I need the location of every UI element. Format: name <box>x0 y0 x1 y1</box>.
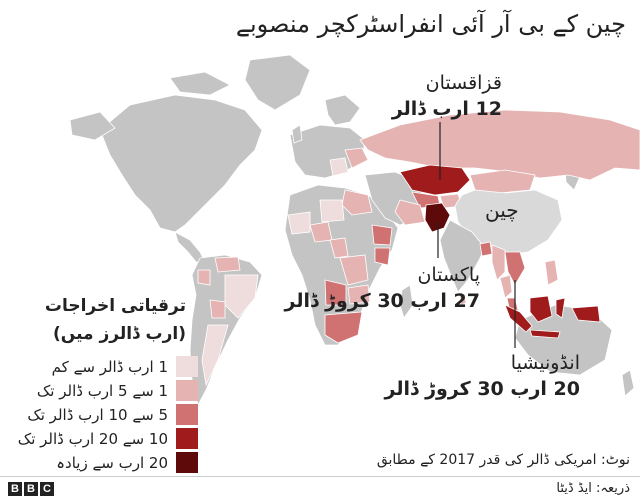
philippines <box>544 259 559 286</box>
map-title: چین کے بی آر آئی انفراسٹرکچر منصوبے <box>235 10 626 38</box>
indonesia-borneo <box>529 295 553 323</box>
legend-swatch <box>176 380 198 401</box>
legend-item-label: 10 سے 20 ارب ڈالر تک <box>17 430 168 448</box>
west-africa <box>287 211 311 235</box>
legend-item-label: 1 سے 5 ارب ڈالر تک <box>36 382 168 400</box>
drc <box>339 254 369 286</box>
laos-vietnam <box>504 251 526 286</box>
cameroon <box>329 237 349 259</box>
legend-item: 5 سے 10 ارب ڈالر تک <box>0 404 204 428</box>
angola <box>324 279 347 306</box>
indonesia-papua <box>571 305 601 323</box>
thailand <box>499 274 513 299</box>
indonesia-sulawesi <box>555 297 566 319</box>
east-europe-2 <box>329 157 349 177</box>
legend-swatch <box>176 452 198 473</box>
ethiopia <box>371 224 393 246</box>
sri-lanka <box>459 293 467 306</box>
east-europe-1 <box>344 147 369 169</box>
legend-title: ترقیاتی اخراجات (ارب ڈالرز میں) <box>44 296 186 344</box>
central-america <box>174 231 206 263</box>
venezuela <box>214 256 241 273</box>
china-label: چین <box>485 198 519 222</box>
brazil <box>224 274 259 319</box>
madagascar <box>399 284 414 319</box>
iran <box>394 199 426 226</box>
kazakhstan-label: قزاقستان 12 ارب ڈالر <box>392 70 502 122</box>
legend-item-label: 1 ارب ڈالر سے کم <box>51 358 168 376</box>
logo-letter: C <box>40 482 54 496</box>
footer-divider <box>0 476 640 477</box>
pakistan-name: پاکستان <box>417 264 480 286</box>
legend: 1 ارب ڈالر سے کم 1 سے 5 ارب ڈالر تک 5 سے… <box>0 356 204 476</box>
pakistan <box>424 202 451 233</box>
kazakhstan-name: قزاقستان <box>425 72 502 94</box>
legend-swatch <box>176 356 198 377</box>
north-america <box>99 94 263 233</box>
source-credit: ذریعہ: ایڈ ڈیٹا <box>556 481 630 496</box>
pakistan-label: پاکستان 27 ارب 30 کروڑ ڈالر <box>285 262 480 314</box>
scandinavia <box>324 94 361 126</box>
kazakhstan <box>399 164 471 196</box>
kenya <box>374 247 391 266</box>
africa-central <box>319 199 345 223</box>
new-zealand <box>621 369 635 397</box>
legend-item-label: 20 ارب سے زیادہ <box>56 454 168 472</box>
bbc-logo: B B C <box>8 482 54 496</box>
india <box>439 219 486 293</box>
logo-letter: B <box>8 482 22 496</box>
china <box>454 189 563 256</box>
myanmar <box>491 244 506 281</box>
indonesia-sumatra <box>504 304 533 333</box>
indonesia-name: انڈونیشیا <box>510 352 580 374</box>
argentina <box>201 324 229 387</box>
legend-item: 10 سے 20 ارب ڈالر تک <box>0 428 204 452</box>
alaska <box>69 111 116 141</box>
uk <box>291 124 303 144</box>
russia <box>359 109 640 181</box>
legend-swatch <box>176 428 198 449</box>
zambia <box>347 284 371 305</box>
greenland <box>244 54 311 111</box>
legend-item: 1 سے 5 ارب ڈالر تک <box>0 380 204 404</box>
arctic-islands <box>169 71 231 96</box>
indonesia-value: 20 ارب 30 کروڑ ڈالر <box>384 378 580 400</box>
kazakhstan-value: 12 ارب ڈالر <box>391 98 502 120</box>
mongolia <box>469 169 536 194</box>
legend-item: 20 ارب سے زیادہ <box>0 452 204 476</box>
indonesia-label: انڈونیشیا 20 ارب 30 کروڑ ڈالر <box>385 350 580 402</box>
indonesia-java <box>529 329 561 339</box>
bangladesh <box>479 241 493 257</box>
legend-item-label: 5 سے 10 ارب ڈالر تک <box>27 406 168 424</box>
legend-item: 1 ارب ڈالر سے کم <box>0 356 204 380</box>
legend-swatch <box>176 404 198 425</box>
footnote: نوٹ: امریکی ڈالر کی قدر 2017 کے مطابق <box>376 452 630 468</box>
ecuador <box>197 269 211 286</box>
south-africa <box>324 311 363 344</box>
australia <box>514 304 613 376</box>
logo-letter: B <box>24 482 38 496</box>
pakistan-value: 27 ارب 30 کروڑ ڈالر <box>284 290 480 312</box>
bolivia <box>209 299 226 319</box>
